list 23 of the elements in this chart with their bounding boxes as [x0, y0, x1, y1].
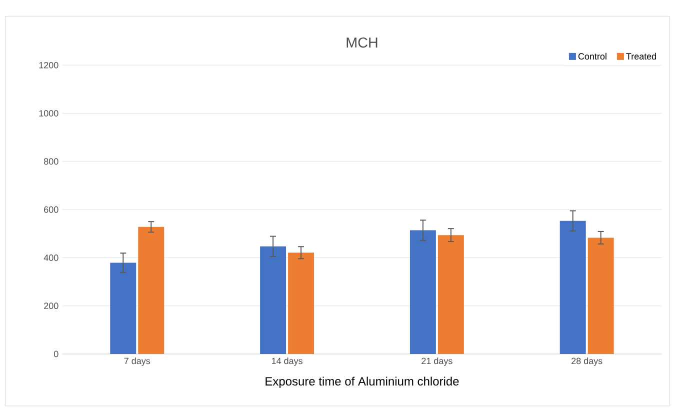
- bar: [560, 220, 586, 354]
- x-tick-label: 28 days: [572, 357, 602, 366]
- y-tick-label: 400: [44, 254, 58, 261]
- x-tick-label: 7 days: [124, 357, 150, 366]
- x-tick-label: 21 days: [422, 357, 452, 366]
- y-tick-label: 200: [44, 302, 58, 309]
- bar: [138, 226, 164, 354]
- bar: [410, 230, 436, 354]
- y-tick-label: 600: [44, 206, 58, 213]
- y-tick-label: 0: [54, 350, 58, 358]
- y-tick-label: 800: [44, 158, 58, 165]
- bar: [288, 252, 314, 354]
- y-tick-label: 1200: [39, 62, 58, 68]
- y-tick-label: 1000: [39, 110, 58, 116]
- x-tick-label: 14 days: [272, 357, 302, 366]
- x-axis-title: Exposure time of Aluminium chloride: [266, 376, 459, 388]
- legend-label: Control: [578, 52, 606, 60]
- legend-label: Treated: [626, 52, 656, 60]
- bar: [438, 235, 464, 354]
- bar: [110, 262, 136, 354]
- bar: [260, 246, 286, 354]
- bar: [588, 238, 614, 354]
- chart-title: MCH: [346, 37, 378, 48]
